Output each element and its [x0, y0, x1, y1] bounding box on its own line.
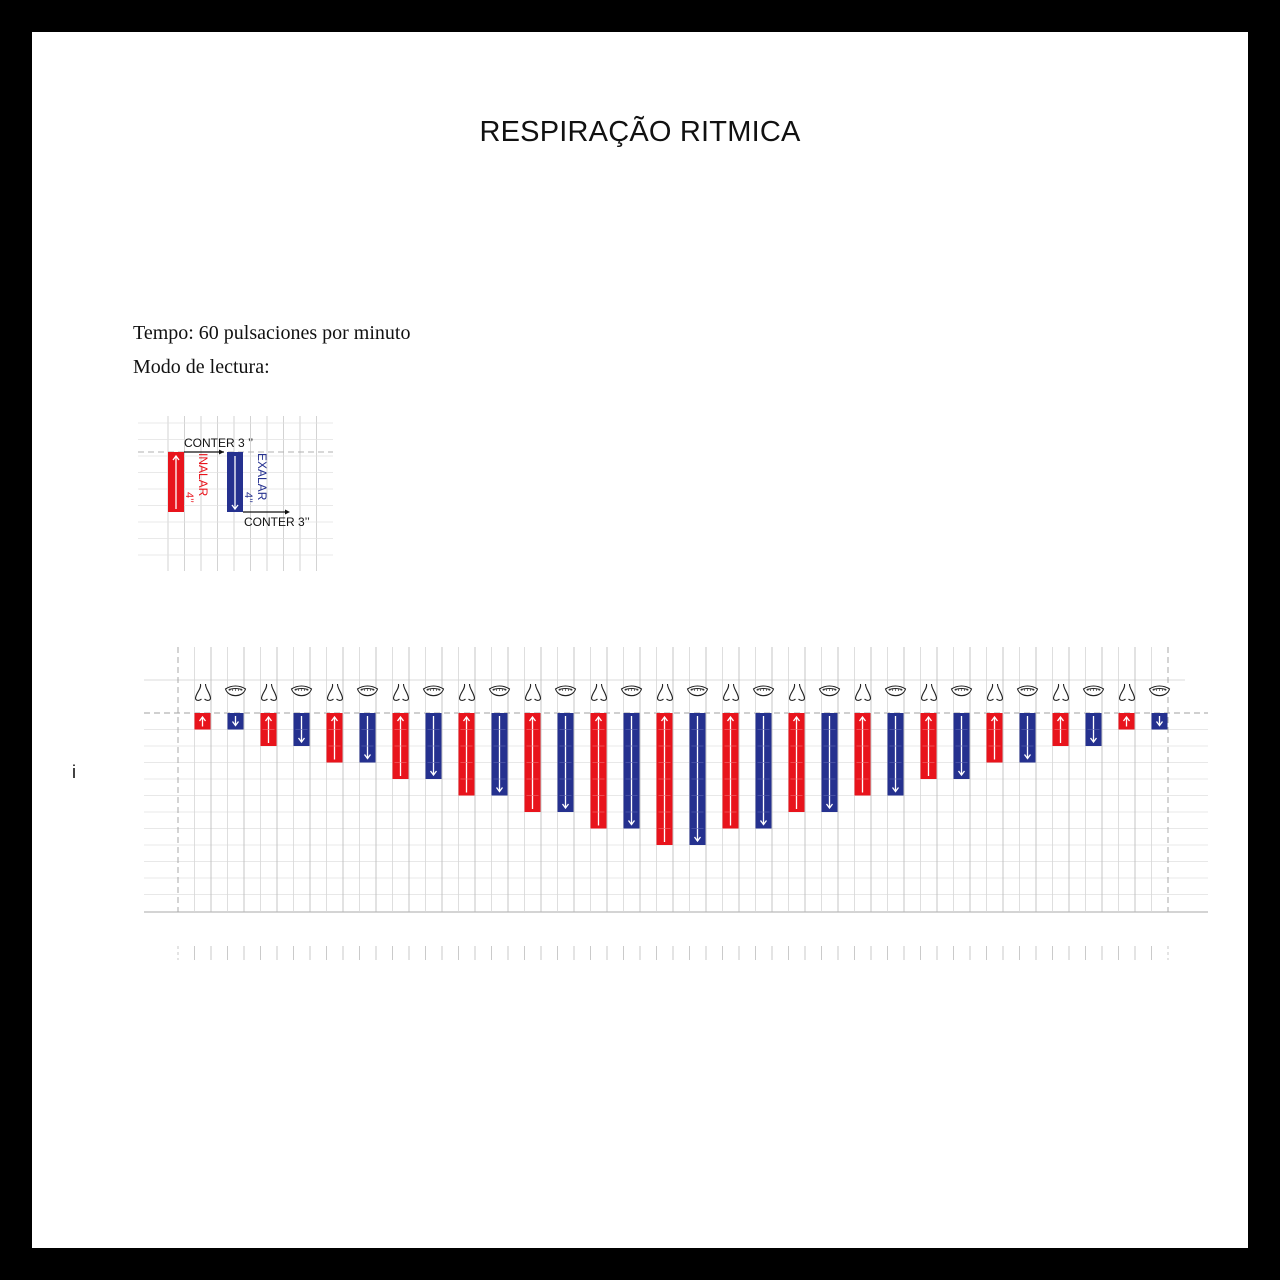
exhale-arrow	[1155, 716, 1164, 727]
inhale-arrow	[924, 715, 933, 776]
inhale-arrow	[528, 715, 537, 809]
exhale-arrow	[561, 716, 570, 810]
nose-icon	[854, 683, 872, 701]
exhale-arrow	[957, 716, 966, 777]
stray-character: i	[72, 762, 76, 782]
mouth-icon	[488, 685, 511, 697]
legend-exhale-label: EXALAR	[255, 453, 269, 501]
page-title: RESPIRAÇÃO RITMICA	[479, 116, 801, 148]
inhale-arrow	[792, 715, 801, 809]
nose-icon	[326, 683, 344, 701]
legend-exhale-arrow	[231, 456, 239, 511]
inhale-arrow	[198, 715, 207, 727]
nose-icon	[194, 683, 212, 701]
page-canvas	[32, 32, 1248, 1248]
nose-icon	[590, 683, 608, 701]
legend-inhale-label: INALAR	[196, 453, 210, 497]
inhale-arrow	[660, 715, 669, 842]
mouth-icon	[950, 685, 973, 697]
exhale-arrow	[1023, 716, 1032, 760]
exhale-arrow	[1089, 716, 1098, 744]
mouth-icon	[818, 685, 841, 697]
nose-icon	[524, 683, 542, 701]
nose-icon	[260, 683, 278, 701]
nose-icon	[1118, 683, 1136, 701]
exhale-arrow	[363, 716, 372, 760]
mouth-icon	[290, 685, 313, 697]
exhale-arrow	[825, 716, 834, 810]
mouth-icon	[554, 685, 577, 697]
legend-hold-top-label: CONTER 3 ’’	[184, 436, 253, 450]
nose-icon	[722, 683, 740, 701]
inhale-arrow	[396, 715, 405, 776]
mouth-icon	[620, 685, 643, 697]
mouth-icon	[1082, 685, 1105, 697]
inhale-arrow	[990, 715, 999, 760]
inhale-arrow	[1056, 715, 1065, 743]
mouth-icon	[884, 685, 907, 697]
inhale-arrow	[330, 715, 339, 760]
exhale-arrow	[759, 716, 768, 826]
legend-hold-bottom-arrowhead	[285, 509, 290, 515]
exhale-arrow	[627, 716, 636, 826]
exhale-arrow	[693, 716, 702, 843]
exhale-arrow	[297, 716, 306, 744]
nose-icon	[1052, 683, 1070, 701]
tempo-line: Tempo: 60 pulsaciones por minuto	[133, 322, 411, 344]
legend-hold-top-arrowhead	[219, 449, 224, 455]
mouth-icon	[1016, 685, 1039, 697]
legend-exhale-count: 4’’	[242, 492, 254, 503]
legend-inhale-arrow	[172, 454, 180, 509]
inhale-arrow	[1122, 715, 1131, 727]
legend-hold-bottom-label: CONTER 3’’	[244, 515, 310, 529]
legend-inhale-count: 4’’	[183, 492, 195, 503]
nose-icon	[920, 683, 938, 701]
nose-icon	[986, 683, 1004, 701]
inhale-arrow	[594, 715, 603, 826]
mouth-icon	[224, 685, 247, 697]
mouth-icon	[422, 685, 445, 697]
nose-icon	[788, 683, 806, 701]
mouth-icon	[752, 685, 775, 697]
exhale-arrow	[429, 716, 438, 777]
inhale-arrow	[264, 715, 273, 743]
mouth-icon	[1148, 685, 1171, 697]
nose-icon	[392, 683, 410, 701]
mouth-icon	[686, 685, 709, 697]
nose-icon	[458, 683, 476, 701]
exhale-arrow	[231, 716, 240, 727]
inhale-arrow	[726, 715, 735, 826]
mouth-icon	[356, 685, 379, 697]
nose-icon	[656, 683, 674, 701]
chart-bars	[194, 713, 1168, 845]
reading-mode-line: Modo de lectura:	[133, 356, 270, 378]
